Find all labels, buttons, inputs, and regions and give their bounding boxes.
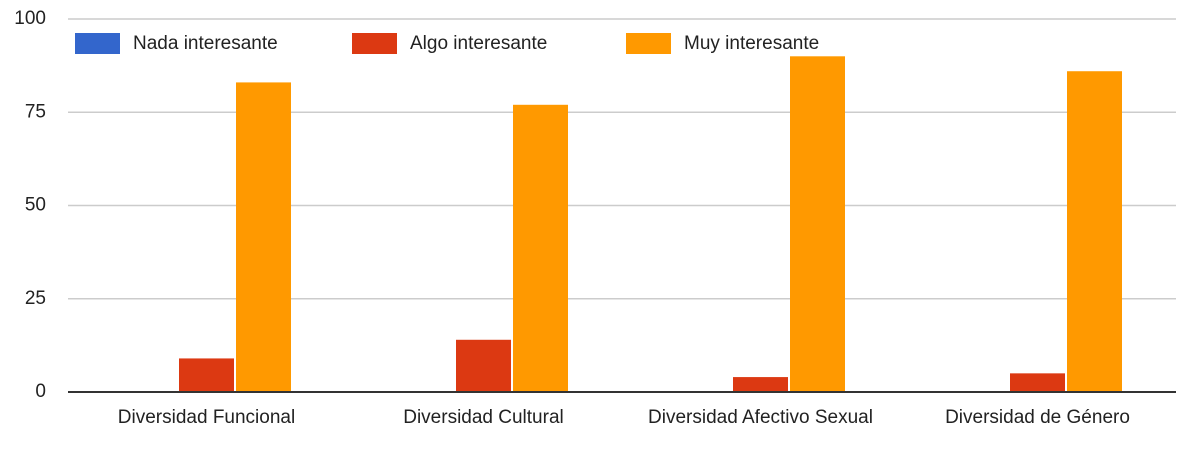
bar xyxy=(1010,373,1065,392)
y-tick-label: 0 xyxy=(35,381,46,402)
y-tick-label: 25 xyxy=(25,288,46,309)
legend-label: Nada interesante xyxy=(133,33,278,54)
y-tick-label: 100 xyxy=(14,8,46,29)
bar xyxy=(1067,71,1122,392)
x-tick-label: Diversidad Funcional xyxy=(117,407,296,428)
bar xyxy=(456,339,511,392)
bar xyxy=(733,377,788,392)
legend-label: Algo interesante xyxy=(410,33,547,54)
bar xyxy=(790,56,845,393)
legend-swatch xyxy=(352,33,397,54)
y-tick-label: 75 xyxy=(25,101,46,122)
x-tick-label: Diversidad de Género xyxy=(945,407,1130,428)
y-tick-label: 50 xyxy=(25,195,46,216)
legend-swatch xyxy=(626,33,671,54)
bar xyxy=(236,82,291,392)
bar xyxy=(179,358,234,392)
x-tick-label: Diversidad Afectivo Sexual xyxy=(648,407,873,428)
x-tick-label: Diversidad Cultural xyxy=(403,407,564,428)
legend-label: Muy interesante xyxy=(684,33,819,54)
bar xyxy=(513,104,568,392)
legend-swatch xyxy=(75,33,120,54)
